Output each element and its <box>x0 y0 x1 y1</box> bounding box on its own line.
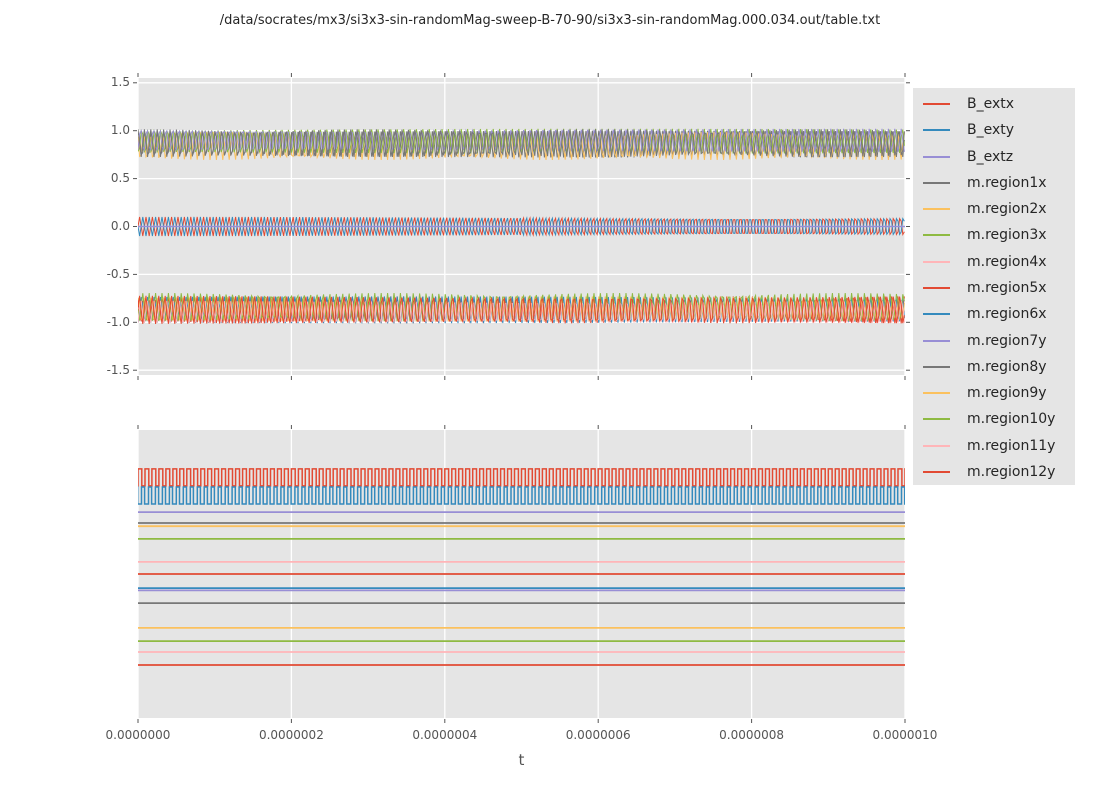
legend-item-m.region9y: m.region9y <box>913 380 1075 406</box>
legend-label: m.region12y <box>967 463 1056 480</box>
legend-line-sample <box>923 470 950 473</box>
legend-item-B_extx: B_extx <box>913 91 1075 117</box>
series-m.region11y <box>138 300 905 324</box>
ytick-label-top: -1.0 <box>106 314 130 329</box>
legend-label: B_extz <box>967 148 1014 165</box>
legend-line-sample <box>923 234 950 237</box>
legend-line-sample <box>923 129 950 132</box>
legend-label: m.region8y <box>967 358 1047 375</box>
legend-line-sample <box>923 181 950 184</box>
legend-line-sample <box>923 286 950 289</box>
legend-item-m.region6x: m.region6x <box>913 301 1075 327</box>
ytick-label-top: -0.5 <box>106 266 130 281</box>
legend-label: m.region10y <box>967 411 1056 428</box>
legend: B_extx B_exty B_extz m.region1x m.region2x m.… <box>913 88 1075 485</box>
legend-label: m.region1x <box>967 174 1047 191</box>
legend-line-sample <box>923 260 950 263</box>
xtick-label: 0.0000010 <box>872 728 938 742</box>
legend-item-m.region12y: m.region12y <box>913 459 1075 485</box>
legend-line-sample <box>923 208 950 211</box>
series-m.region8y <box>138 129 905 158</box>
legend-line-sample <box>923 444 950 447</box>
xtick-label: 0.0000008 <box>719 728 785 742</box>
legend-label: m.region3x <box>967 227 1047 244</box>
legend-label: B_exty <box>967 122 1015 139</box>
legend-label: B_extx <box>967 96 1015 113</box>
xtick-label: 0.0000004 <box>412 728 478 742</box>
legend-item-m.region1x: m.region1x <box>913 170 1075 196</box>
legend-line-sample <box>923 313 950 316</box>
tick-marks <box>137 425 906 723</box>
ytick-label-top: 0.0 <box>110 219 130 233</box>
legend-item-B_exty: B_exty <box>913 117 1075 143</box>
plot-title: /data/socrates/mx3/si3x3-sin-randomMag-s… <box>219 13 881 28</box>
x-axis-label: t <box>518 751 525 769</box>
xtick-label: 0.0000006 <box>565 728 631 742</box>
legend-label: m.region4x <box>967 253 1047 270</box>
xtick-label: 0.0000000 <box>105 728 171 742</box>
legend-line-sample <box>923 418 950 421</box>
legend-line-sample <box>923 103 950 106</box>
top-axes <box>133 73 910 380</box>
legend-item-m.region3x: m.region3x <box>913 222 1075 248</box>
top-plot-canvas <box>133 73 910 380</box>
series-m.region12y <box>138 295 905 324</box>
legend-item-m.region8y: m.region8y <box>913 354 1075 380</box>
ytick-label-top: -1.5 <box>106 362 130 377</box>
legend-line-sample <box>923 392 950 395</box>
legend-label: m.region9y <box>967 385 1047 402</box>
legend-item-m.region7y: m.region7y <box>913 327 1075 353</box>
legend-line-sample <box>923 339 950 342</box>
bottom-plot-canvas <box>137 425 906 723</box>
series-m.region7y <box>138 128 905 152</box>
series-B_extx <box>138 468 905 487</box>
ytick-label-top: 1.0 <box>110 123 130 138</box>
tick-marks <box>133 73 910 380</box>
legend-item-m.region11y: m.region11y <box>913 432 1075 458</box>
legend-item-m.region4x: m.region4x <box>913 249 1075 275</box>
xtick-label: 0.0000002 <box>258 728 324 742</box>
legend-label: m.region2x <box>967 201 1047 218</box>
ytick-label-top: 1.5 <box>110 75 130 90</box>
legend-label: m.region11y <box>967 437 1056 454</box>
legend-label: m.region7y <box>967 332 1047 349</box>
bottom-axes <box>137 425 906 723</box>
legend-label: m.region5x <box>967 279 1047 296</box>
legend-item-m.region10y: m.region10y <box>913 406 1075 432</box>
legend-item-B_extz: B_extz <box>913 144 1075 170</box>
legend-line-sample <box>923 155 950 158</box>
legend-label: m.region6x <box>967 306 1047 323</box>
legend-line-sample <box>923 365 950 368</box>
legend-item-m.region5x: m.region5x <box>913 275 1075 301</box>
legend-item-m.region2x: m.region2x <box>913 196 1075 222</box>
ytick-label-top: 0.5 <box>110 171 130 186</box>
series-B_exty <box>138 486 905 505</box>
